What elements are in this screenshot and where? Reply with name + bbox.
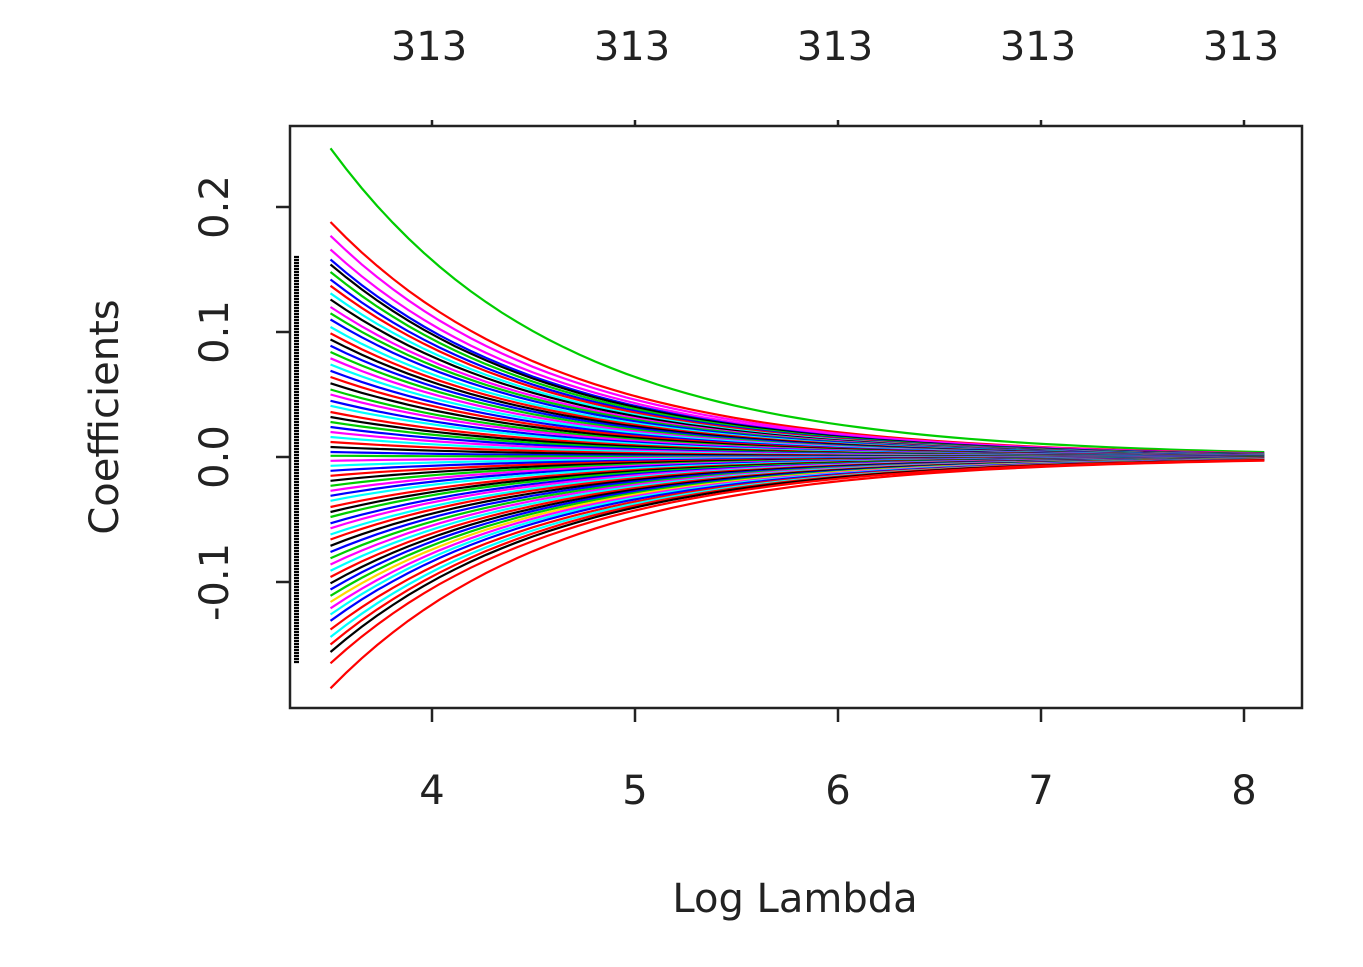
x-axis-title: Log Lambda xyxy=(672,876,917,922)
x-tick-label: 4 xyxy=(419,768,444,814)
y-axis-ticks: -0.1 0.0 0.1 0.2 xyxy=(192,175,290,621)
coefficient-path xyxy=(329,147,1265,454)
y-tick-label: -0.1 xyxy=(192,543,238,621)
top-tick-label: 313 xyxy=(594,24,670,70)
left-edge-path-stubs xyxy=(294,255,299,664)
y-tick-label: 0.2 xyxy=(192,175,238,239)
y-tick-label: 0.1 xyxy=(192,300,238,364)
left-edge-path-cluster xyxy=(294,255,299,664)
plot-frame xyxy=(288,124,1304,710)
x-tick-label: 8 xyxy=(1231,768,1256,814)
x-tick-label: 7 xyxy=(1028,768,1053,814)
top-tick-label: 313 xyxy=(797,24,873,70)
y-tick-label: 0.0 xyxy=(192,425,238,489)
x-tick-label: 6 xyxy=(825,768,850,814)
y-axis-title: Coefficients xyxy=(82,299,128,534)
x-axis-ticks: 4 5 6 7 8 xyxy=(419,708,1257,814)
top-tick-label: 313 xyxy=(1203,24,1279,70)
top-tick-label: 313 xyxy=(1000,24,1076,70)
coefficient-path xyxy=(329,459,1265,690)
top-tick-label: 313 xyxy=(391,24,467,70)
series-lines xyxy=(329,147,1265,690)
x-tick-label: 5 xyxy=(622,768,647,814)
top-axis-ticks: 313 313 313 313 313 xyxy=(391,24,1279,126)
